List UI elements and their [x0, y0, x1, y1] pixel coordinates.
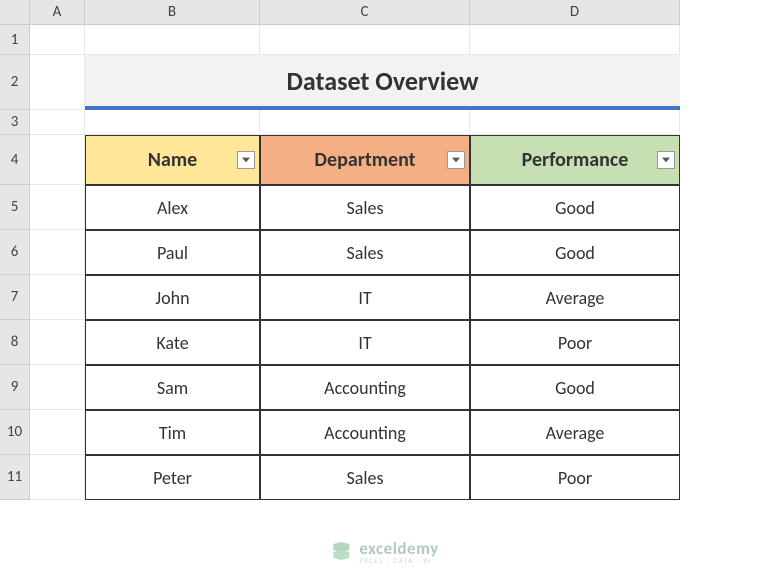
- table-row[interactable]: Poor: [470, 455, 680, 500]
- table-row[interactable]: Sales: [260, 455, 470, 500]
- row-header-3[interactable]: 3: [0, 110, 30, 135]
- table-row[interactable]: Alex: [85, 185, 260, 230]
- table-row[interactable]: Paul: [85, 230, 260, 275]
- row-header-4[interactable]: 4: [0, 135, 30, 185]
- table-row[interactable]: Accounting: [260, 365, 470, 410]
- header-dept-label: Department: [314, 148, 415, 172]
- cell-A8[interactable]: [30, 320, 85, 365]
- table-row[interactable]: Average: [470, 275, 680, 320]
- col-header-D[interactable]: D: [470, 0, 680, 25]
- col-header-A[interactable]: A: [30, 0, 85, 25]
- row-header-9[interactable]: 9: [0, 365, 30, 410]
- col-header-B[interactable]: B: [85, 0, 260, 25]
- filter-button-performance[interactable]: [657, 151, 675, 169]
- chevron-down-icon: [242, 157, 250, 163]
- row-header-6[interactable]: 6: [0, 230, 30, 275]
- table-row[interactable]: Kate: [85, 320, 260, 365]
- chevron-down-icon: [662, 157, 670, 163]
- cell-C3[interactable]: [260, 110, 470, 135]
- cell-B1[interactable]: [85, 25, 260, 55]
- table-row[interactable]: Poor: [470, 320, 680, 365]
- watermark-tagline: EXCEL · DATA · BI: [359, 557, 438, 564]
- filter-button-department[interactable]: [447, 151, 465, 169]
- spreadsheet-grid: A B C D 1 2 3 4 5 6 7 8 9 10 11 Dataset …: [0, 0, 768, 500]
- cell-A5[interactable]: [30, 185, 85, 230]
- cell-A9[interactable]: [30, 365, 85, 410]
- table-row[interactable]: IT: [260, 275, 470, 320]
- row-header-10[interactable]: 10: [0, 410, 30, 455]
- row-header-2[interactable]: 2: [0, 55, 30, 110]
- cell-A7[interactable]: [30, 275, 85, 320]
- dataset-title[interactable]: Dataset Overview: [85, 55, 680, 110]
- chevron-down-icon: [452, 157, 460, 163]
- row-header-8[interactable]: 8: [0, 320, 30, 365]
- row-header-11[interactable]: 11: [0, 455, 30, 500]
- table-row[interactable]: IT: [260, 320, 470, 365]
- cell-D1[interactable]: [470, 25, 680, 55]
- row-header-5[interactable]: 5: [0, 185, 30, 230]
- table-row[interactable]: Sam: [85, 365, 260, 410]
- cell-A4[interactable]: [30, 135, 85, 185]
- table-header-department[interactable]: Department: [260, 135, 470, 185]
- header-perf-label: Performance: [522, 148, 629, 172]
- table-row[interactable]: Good: [470, 230, 680, 275]
- table-row[interactable]: Tim: [85, 410, 260, 455]
- table-row[interactable]: Peter: [85, 455, 260, 500]
- header-name-label: Name: [148, 148, 197, 172]
- filter-button-name[interactable]: [237, 151, 255, 169]
- table-row[interactable]: Accounting: [260, 410, 470, 455]
- cell-D3[interactable]: [470, 110, 680, 135]
- cell-A3[interactable]: [30, 110, 85, 135]
- cell-C1[interactable]: [260, 25, 470, 55]
- table-row[interactable]: Sales: [260, 185, 470, 230]
- table-row[interactable]: Average: [470, 410, 680, 455]
- table-row[interactable]: Sales: [260, 230, 470, 275]
- cell-A11[interactable]: [30, 455, 85, 500]
- watermark-name: exceldemy: [359, 540, 438, 557]
- table-header-performance[interactable]: Performance: [470, 135, 680, 185]
- col-header-C[interactable]: C: [260, 0, 470, 25]
- table-row[interactable]: Good: [470, 365, 680, 410]
- table-header-name[interactable]: Name: [85, 135, 260, 185]
- cell-A10[interactable]: [30, 410, 85, 455]
- table-row[interactable]: Good: [470, 185, 680, 230]
- watermark: exceldemy EXCEL · DATA · BI: [329, 540, 438, 564]
- logo-icon: [329, 540, 353, 564]
- table-row[interactable]: John: [85, 275, 260, 320]
- cell-B3[interactable]: [85, 110, 260, 135]
- cell-A2[interactable]: [30, 55, 85, 110]
- row-header-7[interactable]: 7: [0, 275, 30, 320]
- row-header-1[interactable]: 1: [0, 25, 30, 55]
- corner-cell[interactable]: [0, 0, 30, 25]
- cell-A1[interactable]: [30, 25, 85, 55]
- cell-A6[interactable]: [30, 230, 85, 275]
